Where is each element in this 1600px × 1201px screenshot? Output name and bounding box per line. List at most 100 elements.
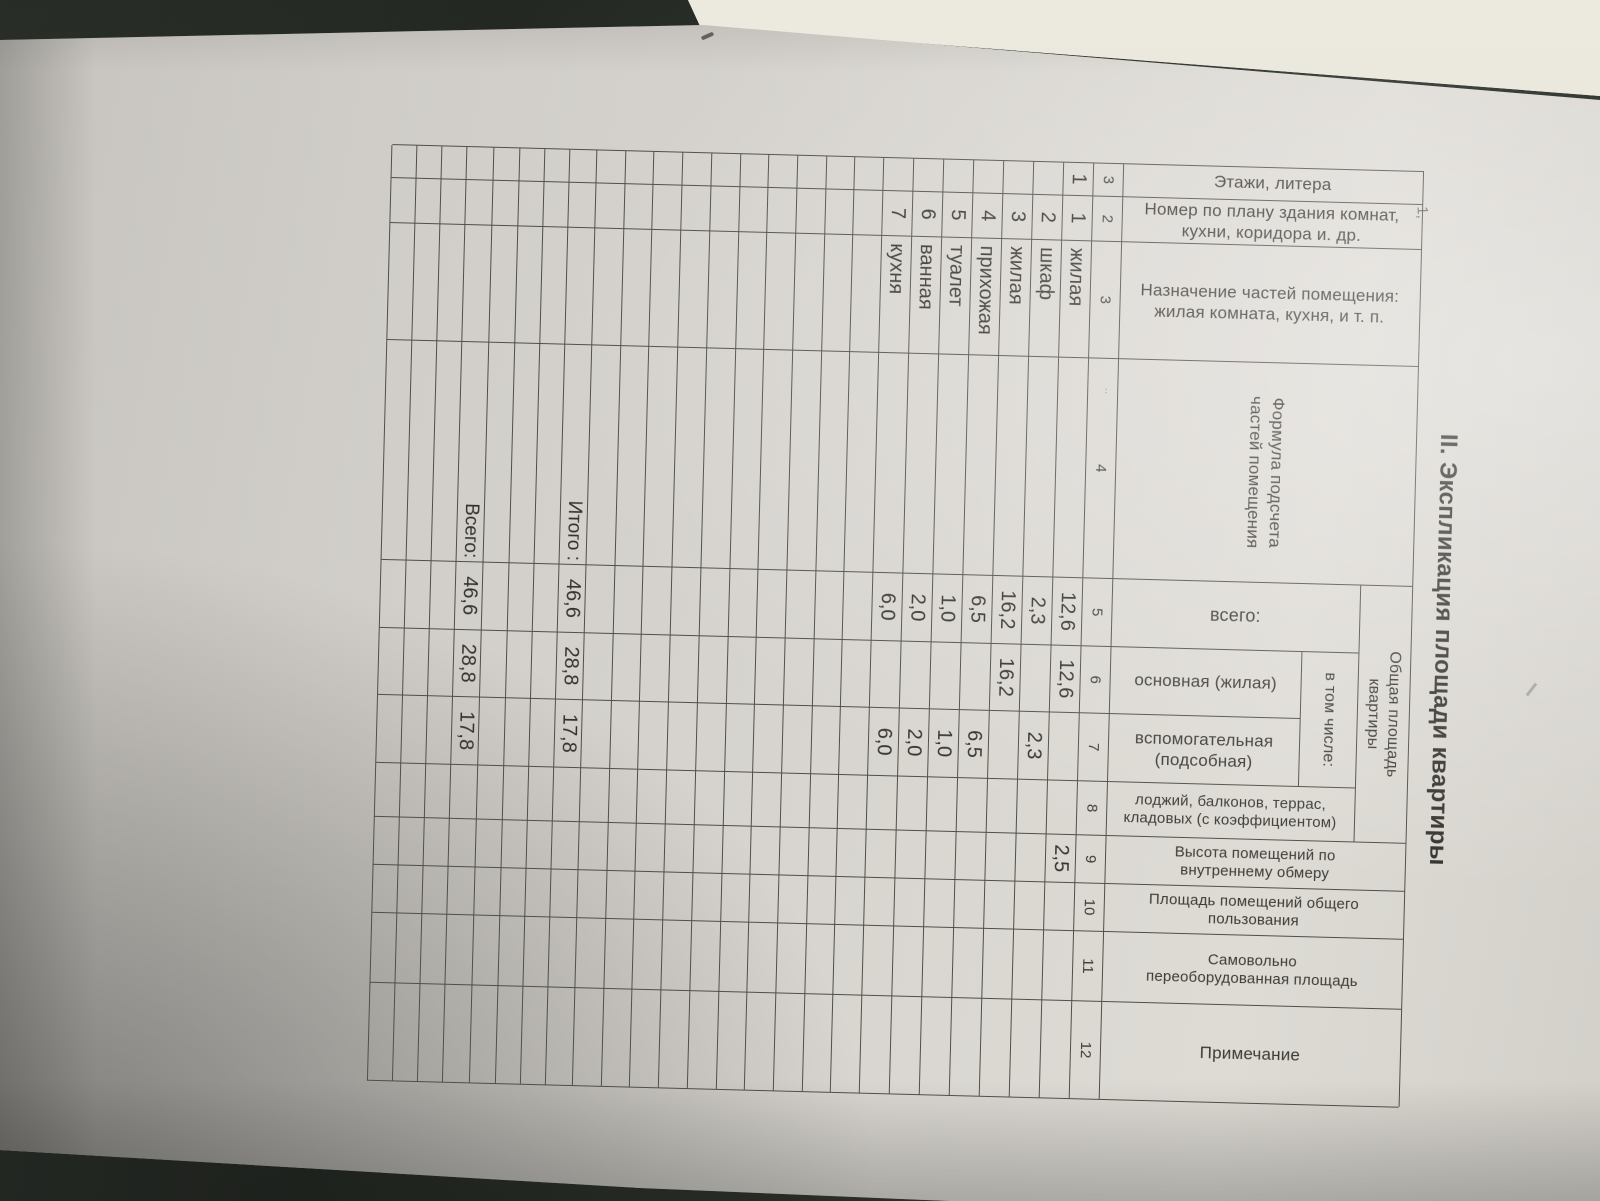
empty-row-cell (696, 636, 728, 704)
empty-row-cell (727, 569, 758, 638)
empty-row-cell (721, 825, 751, 875)
itogo-living-value: 28,8 (558, 646, 582, 686)
row-3-empty (992, 355, 1029, 577)
empty-row-cell (585, 345, 621, 567)
empty-row-cell (400, 695, 428, 765)
row-7-floor (882, 157, 914, 192)
row-6-empty (902, 353, 939, 575)
itogo-aux: 17,8 (553, 699, 583, 769)
empty-row-cell (746, 922, 778, 994)
empty-row-cell (734, 232, 767, 350)
empty-row-cell (709, 186, 739, 233)
header-col-3: Назначение частей помещения: жилая комна… (1118, 242, 1422, 367)
row-1-living: 12,6 (1048, 645, 1081, 714)
row-6-purpose: ванная (908, 236, 942, 355)
row-5-plan_no: 5 (941, 192, 973, 239)
vsego-aux: 17,8 (450, 696, 480, 766)
empty-row-cell (591, 228, 624, 347)
empty-row-cell (396, 865, 423, 915)
col-number-12-value: 12 (1076, 1041, 1095, 1059)
row-3-purpose: жилая (998, 239, 1032, 357)
row-6-aux: 2,0 (897, 708, 929, 778)
empty-row-cell (542, 182, 569, 228)
empty-row-cell (421, 866, 448, 915)
row-1-height-value: 2,5 (1049, 844, 1073, 873)
row-5-total: 1,0 (930, 574, 963, 644)
row-1-living-value: 12,6 (1054, 659, 1078, 699)
col-number-3-value: 3 (1096, 295, 1114, 305)
empty-row-cell (522, 916, 550, 988)
row-4-floor (972, 160, 1004, 195)
empty-row-cell (608, 700, 640, 770)
header-col-6-label: основная (жилая) (1134, 670, 1278, 694)
empty-row-cell (417, 984, 445, 1083)
empty-row-cell (710, 153, 740, 188)
row-2-purpose: шкаф (1028, 239, 1062, 358)
vsego-empty (449, 764, 478, 820)
empty-row-cell (614, 346, 649, 567)
col-number-10: 10 (1073, 883, 1105, 932)
empty-row-cell (835, 828, 866, 878)
itogo-label-cell: Итого : (558, 344, 592, 566)
row-1-height: 2,5 (1044, 834, 1076, 884)
empty-row-cell (763, 232, 796, 351)
empty-row-cell (805, 876, 836, 925)
empty-row-cell (737, 187, 768, 233)
col-number-10-value: 10 (1080, 898, 1098, 916)
empty-row-cell (648, 229, 681, 348)
col-number-9: 9 (1074, 835, 1106, 884)
row-7-total: 6,0 (870, 572, 903, 642)
itogo-empty (551, 767, 581, 823)
empty-row-cell (637, 701, 669, 771)
empty-row-cell (662, 872, 693, 922)
row-3-total: 16,2 (990, 575, 1023, 645)
group-header-total-area: Общая площадь квартиры (1353, 585, 1413, 844)
empty-row-cell (582, 633, 613, 701)
row-3-plan_no: 3 (1001, 194, 1033, 240)
empty-row-cell (440, 146, 467, 180)
row-6-height (894, 830, 926, 880)
empty-row-cell (744, 992, 776, 1092)
itogo-empty (549, 869, 578, 919)
row-5-living (928, 642, 961, 711)
col-number-11-value: 11 (1078, 958, 1097, 975)
col-number-8-value: 8 (1083, 803, 1101, 813)
row-6-total: 2,0 (900, 573, 933, 643)
empty-row-cell (841, 572, 873, 641)
empty-row-cell (749, 826, 780, 876)
row-1-purpose: жилая (1058, 240, 1092, 359)
empty-row-cell (380, 339, 412, 561)
empty-row-cell (671, 347, 707, 569)
col-number-6-value: 6 (1086, 675, 1104, 685)
empty-row-cell (681, 152, 712, 187)
empty-row-cell (717, 921, 749, 993)
row-4-plan_no: 4 (971, 193, 1003, 240)
row-6-floor (912, 158, 944, 193)
col-number-2: 2 (1091, 196, 1123, 243)
empty-row-cell (571, 988, 604, 1087)
row-4-plan_no-value: 4 (976, 209, 999, 222)
empty-row-cell (795, 188, 826, 235)
itogo-empty (564, 227, 595, 346)
row-6-aux-value: 2,0 (902, 728, 926, 757)
empty-row-cell (779, 773, 810, 829)
page-title: II. Экспликация площади квартиры (1423, 433, 1463, 867)
empty-row-cell (603, 918, 634, 990)
empty-row-cell (528, 698, 556, 768)
empty-row-cell (607, 768, 638, 824)
empty-row-cell (479, 630, 507, 699)
row-2-floor (1032, 161, 1064, 196)
header-col-9: Высота помещений по внутреннему обмеру (1104, 835, 1406, 892)
row-5-empty (923, 879, 955, 929)
vsego-empty (464, 179, 493, 226)
vsego-living-value: 28,8 (456, 643, 480, 683)
empty-row-cell (504, 631, 532, 699)
empty-row-cell (516, 181, 544, 228)
row-7-empty (863, 877, 895, 927)
empty-row-cell (639, 634, 670, 703)
empty-row-cell (849, 235, 882, 353)
row-2-empty (1011, 929, 1044, 1001)
row-7-empty (861, 925, 894, 997)
row-2-empty (1013, 881, 1045, 931)
empty-row-cell (513, 226, 543, 344)
